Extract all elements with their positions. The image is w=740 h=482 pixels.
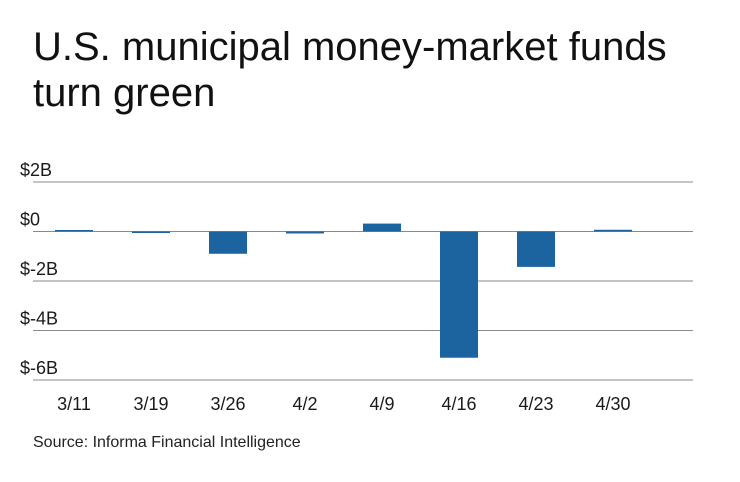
bar-3-26	[209, 231, 247, 254]
bar-3-19	[132, 231, 170, 233]
bars	[55, 223, 632, 358]
y-tick-label: $2B	[20, 160, 52, 180]
x-tick-label: 4/16	[441, 394, 476, 414]
x-tick-label: 3/19	[133, 394, 168, 414]
gridlines	[33, 181, 693, 381]
bar-4-9	[363, 223, 401, 232]
y-tick-label: $-4B	[20, 309, 58, 329]
y-tick-label: $0	[20, 210, 40, 230]
bar-4-16	[440, 231, 478, 358]
y-tick-label: $-2B	[20, 259, 58, 279]
x-axis-tick-labels: 3/11 3/19 3/26 4/2 4/9 4/16 4/23 4/30	[57, 394, 630, 414]
y-tick-label: $-6B	[20, 358, 58, 378]
x-tick-label: 3/11	[57, 394, 91, 414]
bar-4-2	[286, 231, 324, 234]
x-tick-label: 4/23	[518, 394, 553, 414]
bar-4-30	[594, 229, 632, 232]
chart-title: U.S. municipal money-market funds turn g…	[33, 25, 667, 115]
x-tick-label: 4/30	[595, 394, 630, 414]
bar-4-23	[517, 231, 555, 267]
bar-3-11	[55, 230, 93, 232]
x-tick-label: 4/9	[369, 394, 394, 414]
x-tick-label: 4/2	[292, 394, 317, 414]
source-note: Source: Informa Financial Intelligence	[33, 434, 301, 451]
x-tick-label: 3/26	[210, 394, 245, 414]
y-axis-tick-labels: $2B $0 $-2B $-4B $-6B	[20, 160, 58, 378]
